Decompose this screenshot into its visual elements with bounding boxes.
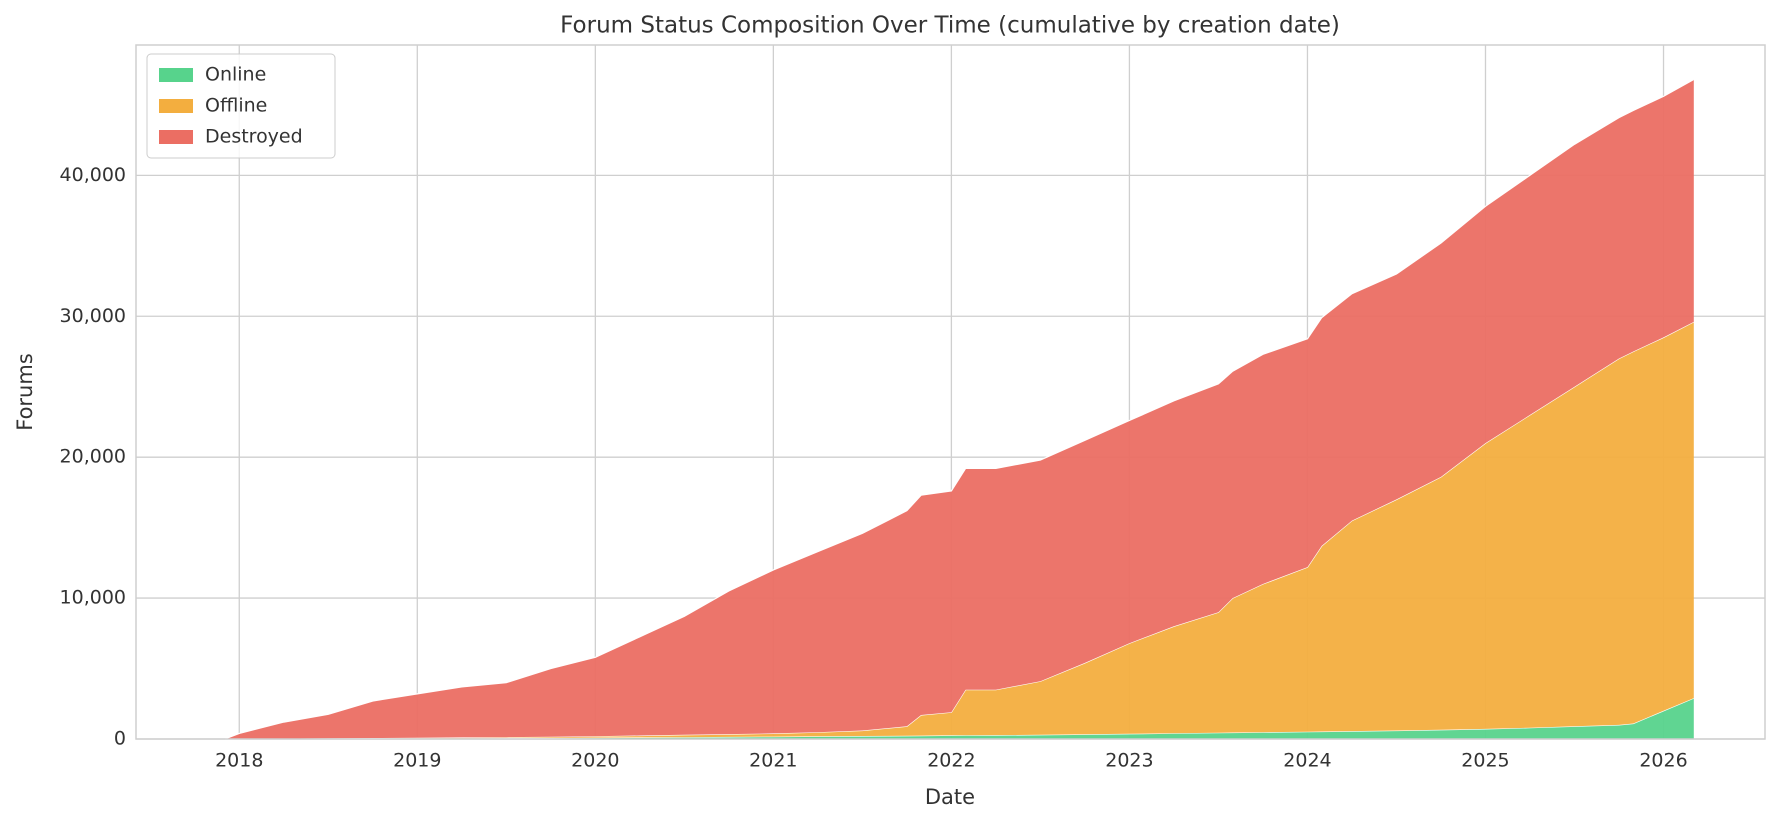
plot-frame: [135, 44, 1766, 740]
legend-label: Offline: [205, 95, 267, 117]
legend-swatch: [159, 99, 193, 113]
legend: Online Offline Destroyed: [146, 53, 336, 159]
x-tick-label: 2026: [1639, 750, 1687, 772]
x-tick-label: 2024: [1283, 750, 1331, 772]
x-tick-label: 2018: [215, 750, 263, 772]
areas: [224, 78, 1695, 740]
y-tick-label: 30,000: [60, 305, 126, 327]
legend-box: [146, 53, 336, 159]
legend-swatch: [159, 68, 193, 82]
x-tick-label: 2020: [571, 750, 619, 772]
area: [225, 698, 1694, 739]
x-tick-label: 2023: [1105, 750, 1153, 772]
legend-swatch: [159, 130, 193, 144]
y-axis-label: Forums: [13, 353, 37, 431]
area: [225, 321, 1694, 739]
area: [225, 79, 1694, 739]
x-tick-label: 2022: [927, 750, 975, 772]
x-axis-label: Date: [925, 785, 975, 809]
x-tick-label: 2025: [1461, 750, 1509, 772]
x-tick-label: 2021: [749, 750, 797, 772]
x-tick-label: 2019: [393, 750, 441, 772]
y-tick-label: 20,000: [60, 446, 126, 468]
y-tick-label: 40,000: [60, 164, 126, 186]
area-edge: [224, 78, 1695, 740]
legend-label: Destroyed: [205, 126, 303, 148]
y-tick-label: 10,000: [60, 587, 126, 609]
y-tick-label: 0: [114, 728, 126, 750]
chart-title: Forum Status Composition Over Time (cumu…: [560, 13, 1340, 39]
legend-label: Online: [205, 64, 266, 86]
